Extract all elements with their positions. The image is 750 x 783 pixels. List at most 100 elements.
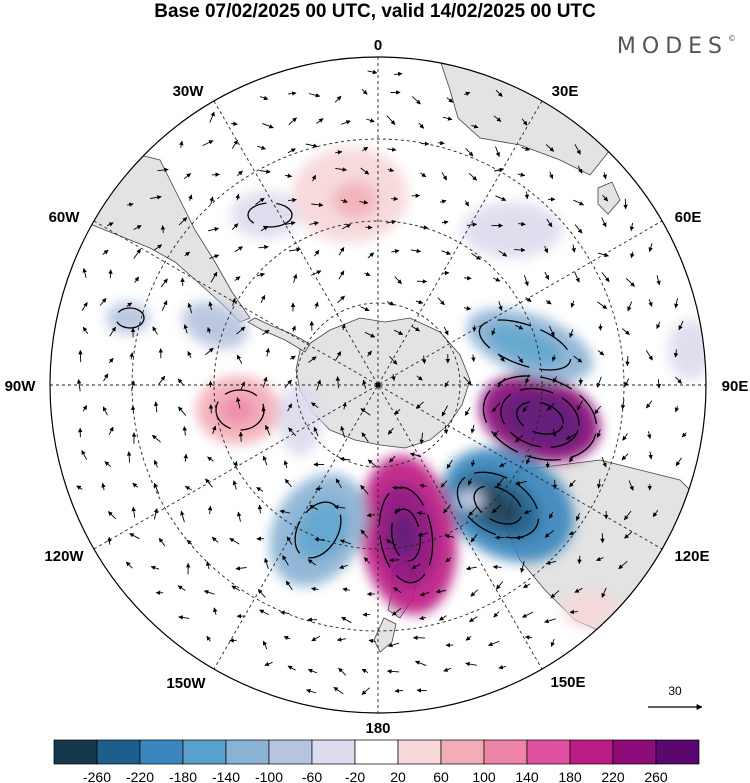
- streamline: [516, 401, 564, 435]
- wind-arrow: [335, 478, 342, 489]
- wind-arrow: [623, 510, 632, 521]
- wind-arrow: [309, 221, 319, 226]
- wind-arrow: [625, 277, 635, 287]
- wind-arrow: [265, 424, 271, 436]
- anomaly-region: [462, 202, 562, 258]
- wind-arrow: [315, 486, 323, 491]
- wind-arrow: [289, 355, 296, 361]
- wind-arrow: [177, 378, 185, 386]
- wind-arrow: [548, 171, 554, 180]
- wind-arrow: [335, 150, 343, 155]
- wind-arrow: [160, 225, 166, 234]
- wind-arrow: [394, 71, 403, 77]
- wind-arrow: [573, 199, 585, 206]
- wind-arrow: [522, 405, 528, 413]
- wind-arrow: [338, 667, 347, 676]
- wind-arrow: [521, 611, 534, 618]
- map-title: Base 07/02/2025 00 UTC, valid 14/02/2025…: [154, 1, 596, 22]
- wind-arrow: [597, 350, 605, 356]
- wind-arrow: [361, 88, 368, 95]
- wind-arrow: [185, 485, 192, 491]
- wind-arrow: [446, 97, 454, 103]
- wind-arrow: [260, 225, 269, 232]
- wind-arrow: [238, 431, 244, 442]
- wind-arrow: [256, 487, 264, 492]
- wind-arrow: [493, 611, 500, 618]
- wind-arrow: [385, 539, 397, 546]
- wind-arrow: [207, 456, 214, 462]
- anomaly-region: [668, 320, 706, 380]
- wind-arrow: [262, 122, 274, 129]
- wind-arrow: [207, 326, 212, 334]
- wind-arrow: [366, 512, 376, 518]
- wind-arrow: [656, 321, 661, 330]
- wind-arrow: [126, 302, 133, 307]
- wind-arrow: [445, 557, 452, 563]
- wind-arrow: [341, 616, 352, 624]
- wind-arrow: [283, 460, 289, 469]
- wind-arrow: [549, 511, 554, 519]
- wind-arrow: [360, 484, 369, 495]
- wind-arrow: [550, 590, 560, 599]
- wind-arrow: [102, 249, 109, 255]
- streamlines: [115, 202, 598, 584]
- wind-arrow: [260, 294, 266, 304]
- wind-arrow: [235, 566, 247, 571]
- wind-arrow: [498, 665, 507, 670]
- wind-arrow: [109, 326, 116, 337]
- colorbar-tick-label: 20: [390, 769, 406, 783]
- wind-arrow: [596, 479, 602, 489]
- wind-arrow: [311, 174, 316, 182]
- wind-arrow: [388, 455, 396, 463]
- wind-arrow: [82, 405, 88, 412]
- wind-arrow: [513, 247, 526, 253]
- wind-arrow: [495, 146, 500, 158]
- wind-arrow: [236, 326, 246, 335]
- wind-arrow: [231, 585, 240, 591]
- wind-arrow: [150, 195, 162, 200]
- wind-arrow: [411, 563, 421, 569]
- wind-arrow: [259, 95, 269, 101]
- wind-arrow: [364, 271, 371, 277]
- wind-arrow: [210, 271, 218, 283]
- wind-arrow: [552, 376, 558, 383]
- colorbar-tick-label: -260: [83, 769, 111, 783]
- wind-arrow: [419, 432, 425, 445]
- wind-arrow: [443, 425, 449, 435]
- colorbar-swatch: [96, 739, 141, 765]
- wind-arrow: [465, 566, 477, 571]
- colorbar-swatch: [182, 739, 227, 765]
- wind-arrow: [569, 479, 576, 488]
- wind-arrow: [279, 509, 291, 514]
- wind-arrow: [76, 379, 82, 392]
- wind-arrow: [341, 120, 351, 125]
- wind-arrow: [602, 194, 609, 202]
- wind-arrow: [158, 537, 166, 547]
- colorbar-tick-label: 60: [433, 769, 449, 783]
- wind-arrow: [446, 459, 453, 469]
- wind-arrow: [648, 451, 653, 460]
- anomaly-region: [333, 182, 377, 218]
- wind-arrow: [153, 401, 159, 413]
- wind-arrow: [282, 555, 289, 566]
- streamline: [456, 471, 540, 539]
- wind-arrow: [207, 227, 220, 232]
- wind-arrow: [207, 505, 213, 515]
- wind-arrow: [236, 354, 243, 364]
- wind-arrow: [213, 607, 218, 615]
- wind-arrow: [125, 561, 133, 569]
- wind-arrow: [546, 218, 553, 228]
- wind-arrow: [307, 668, 318, 674]
- wind-arrow: [416, 375, 423, 381]
- wind-arrow: [444, 534, 455, 539]
- wind-arrow: [311, 635, 321, 642]
- wind-arrow: [468, 172, 478, 181]
- wind-arrow: [153, 459, 159, 468]
- wind-arrow: [601, 587, 607, 598]
- wind-arrow: [625, 355, 630, 367]
- wind-arrow: [627, 301, 633, 312]
- wind-arrow: [394, 408, 401, 415]
- wind-arrow: [524, 635, 533, 640]
- wind-arrow: [630, 251, 635, 259]
- wind-arrow: [568, 530, 576, 536]
